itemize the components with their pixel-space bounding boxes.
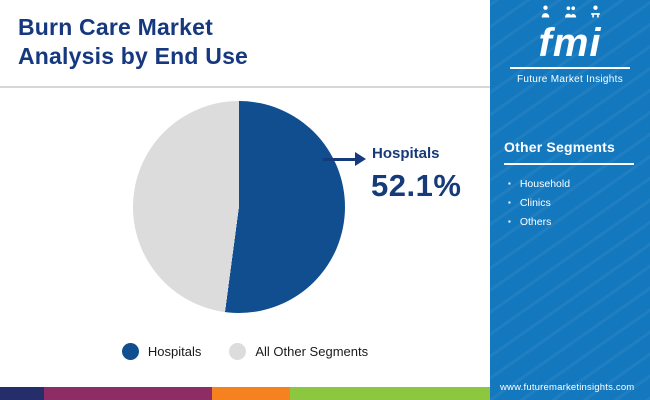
annotation-arrow-line xyxy=(323,158,357,161)
legend-item: Hospitals xyxy=(121,343,202,360)
other-segments-list: ▪ Household ▪ Clinics ▪ Others xyxy=(508,178,636,228)
annotation-label: Hospitals xyxy=(372,145,440,162)
bullet-icon: ▪ xyxy=(508,198,511,207)
person-flag-icon xyxy=(539,5,552,23)
logo-divider xyxy=(510,67,630,69)
title-line-2: Analysis by End Use xyxy=(18,43,249,69)
logo-icons-row xyxy=(490,5,650,23)
legend-swatch xyxy=(229,343,247,360)
sidebar: fmi Future Market Insights Other Segment… xyxy=(490,0,650,400)
legend-item: All Other Segments xyxy=(229,343,368,360)
list-item-label: Household xyxy=(519,178,571,190)
stripe-segment xyxy=(212,387,290,400)
list-item-label: Others xyxy=(519,216,552,228)
website-url: www.futuremarketinsights.com xyxy=(500,382,635,393)
header-divider xyxy=(0,86,490,88)
legend-label: Hospitals xyxy=(147,344,202,359)
legend-swatch xyxy=(121,343,139,360)
pie-chart xyxy=(133,101,345,313)
list-item: ▪ Clinics xyxy=(508,197,636,209)
list-item: ▪ Household xyxy=(508,178,636,190)
bottom-color-bar xyxy=(0,387,490,400)
main-panel: Burn Care Market Analysis by End Use Hos… xyxy=(0,0,490,400)
list-item-label: Clinics xyxy=(519,197,551,209)
stripe-segment xyxy=(0,387,44,400)
page-title: Burn Care Market Analysis by End Use xyxy=(18,13,490,71)
other-segments-heading: Other Segments xyxy=(504,139,634,165)
page-header: Burn Care Market Analysis by End Use xyxy=(0,0,490,71)
annotation-value: 52.1% xyxy=(371,168,462,203)
stripe-segment xyxy=(44,387,212,400)
legend-label: All Other Segments xyxy=(255,344,369,359)
person-desk-icon xyxy=(589,5,602,23)
annotation-arrow-head xyxy=(355,152,366,166)
brand-logo: fmi Future Market Insights xyxy=(490,0,650,85)
bullet-icon: ▪ xyxy=(508,217,511,226)
bullet-icon: ▪ xyxy=(508,179,511,188)
people-icon xyxy=(564,5,577,23)
chart-legend: Hospitals All Other Segments xyxy=(0,343,490,360)
list-item: ▪ Others xyxy=(508,216,636,228)
logo-tagline: Future Market Insights xyxy=(516,74,624,85)
stripe-segment xyxy=(290,387,490,400)
logo-wordmark: fmi xyxy=(538,21,602,65)
title-line-1: Burn Care Market xyxy=(18,14,213,40)
